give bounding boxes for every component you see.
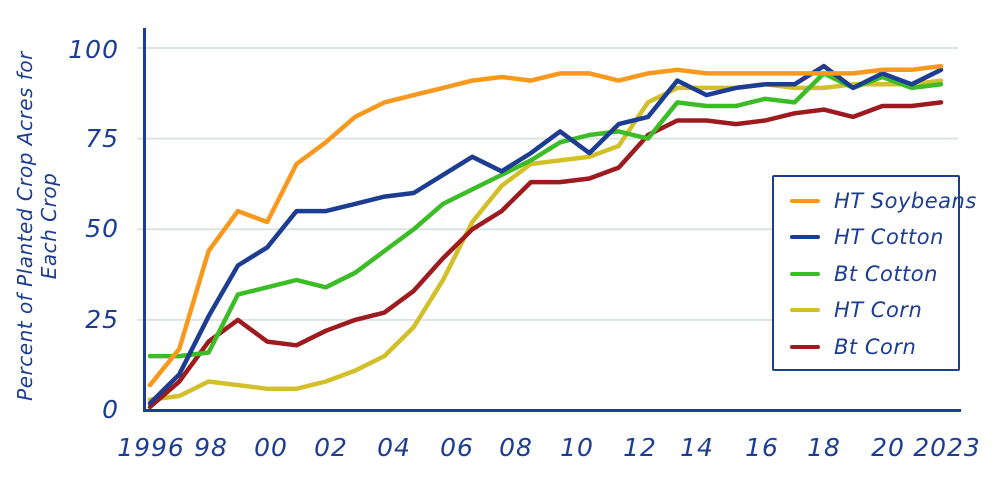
x-tick-label-06: 06: [440, 433, 474, 462]
x-tick-label-04: 04: [377, 433, 411, 462]
legend-entry-bt-corn: Bt Corn: [790, 334, 916, 360]
legend-entry-bt-cotton: Bt Cotton: [790, 261, 938, 287]
x-tick-label-14: 14: [680, 433, 714, 462]
legend-label: HT Soybeans: [834, 189, 977, 213]
y-tick-label-0: 0: [102, 395, 119, 424]
x-tick-label-20: 20: [871, 433, 905, 462]
y-tick-label-25: 25: [85, 305, 119, 334]
x-tick-label-1996: 1996: [117, 433, 185, 462]
x-tick-label-00: 00: [254, 433, 288, 462]
x-tick-label-98: 98: [194, 433, 228, 462]
x-tick-label-12: 12: [623, 433, 657, 462]
y-tick-label-100: 100: [68, 35, 119, 64]
legend-swatch-bt-corn: [790, 344, 820, 350]
y-axis-title: Percent of Planted Crop Acres for Each C…: [13, 51, 61, 401]
legend-label: Bt Corn: [834, 335, 917, 359]
series-line-bt-corn: [147, 100, 944, 410]
series-line-ht-soybeans: [147, 63, 944, 388]
legend-entry-ht-corn: HT Corn: [790, 297, 922, 323]
x-tick-label-16: 16: [745, 433, 779, 462]
x-tick-label-10: 10: [560, 433, 594, 462]
x-tick-label-08: 08: [499, 433, 533, 462]
legend-label: HT Corn: [834, 298, 923, 322]
x-tick-label-02: 02: [314, 433, 348, 462]
x-tick-label-18: 18: [807, 433, 841, 462]
legend-label: HT Cotton: [834, 225, 944, 249]
series-line-bt-cotton: [147, 71, 944, 359]
legend-swatch-ht-corn: [790, 307, 820, 313]
legend-entry-ht-cotton: HT Cotton: [790, 224, 944, 250]
legend-swatch-ht-cotton: [790, 234, 820, 240]
legend-label: Bt Cotton: [834, 262, 938, 286]
legend-swatch-ht-soybeans: [790, 198, 820, 204]
y-tick-label-50: 50: [85, 214, 119, 243]
y-tick-label-75: 75: [85, 124, 119, 153]
legend: HT Soybeans HT Cotton Bt Cotton HT Corn Bt C…: [772, 175, 976, 371]
legend-entry-ht-soybeans: HT Soybeans: [790, 188, 977, 214]
x-tick-label-2023: 2023: [913, 433, 981, 462]
legend-swatch-bt-cotton: [790, 271, 820, 277]
